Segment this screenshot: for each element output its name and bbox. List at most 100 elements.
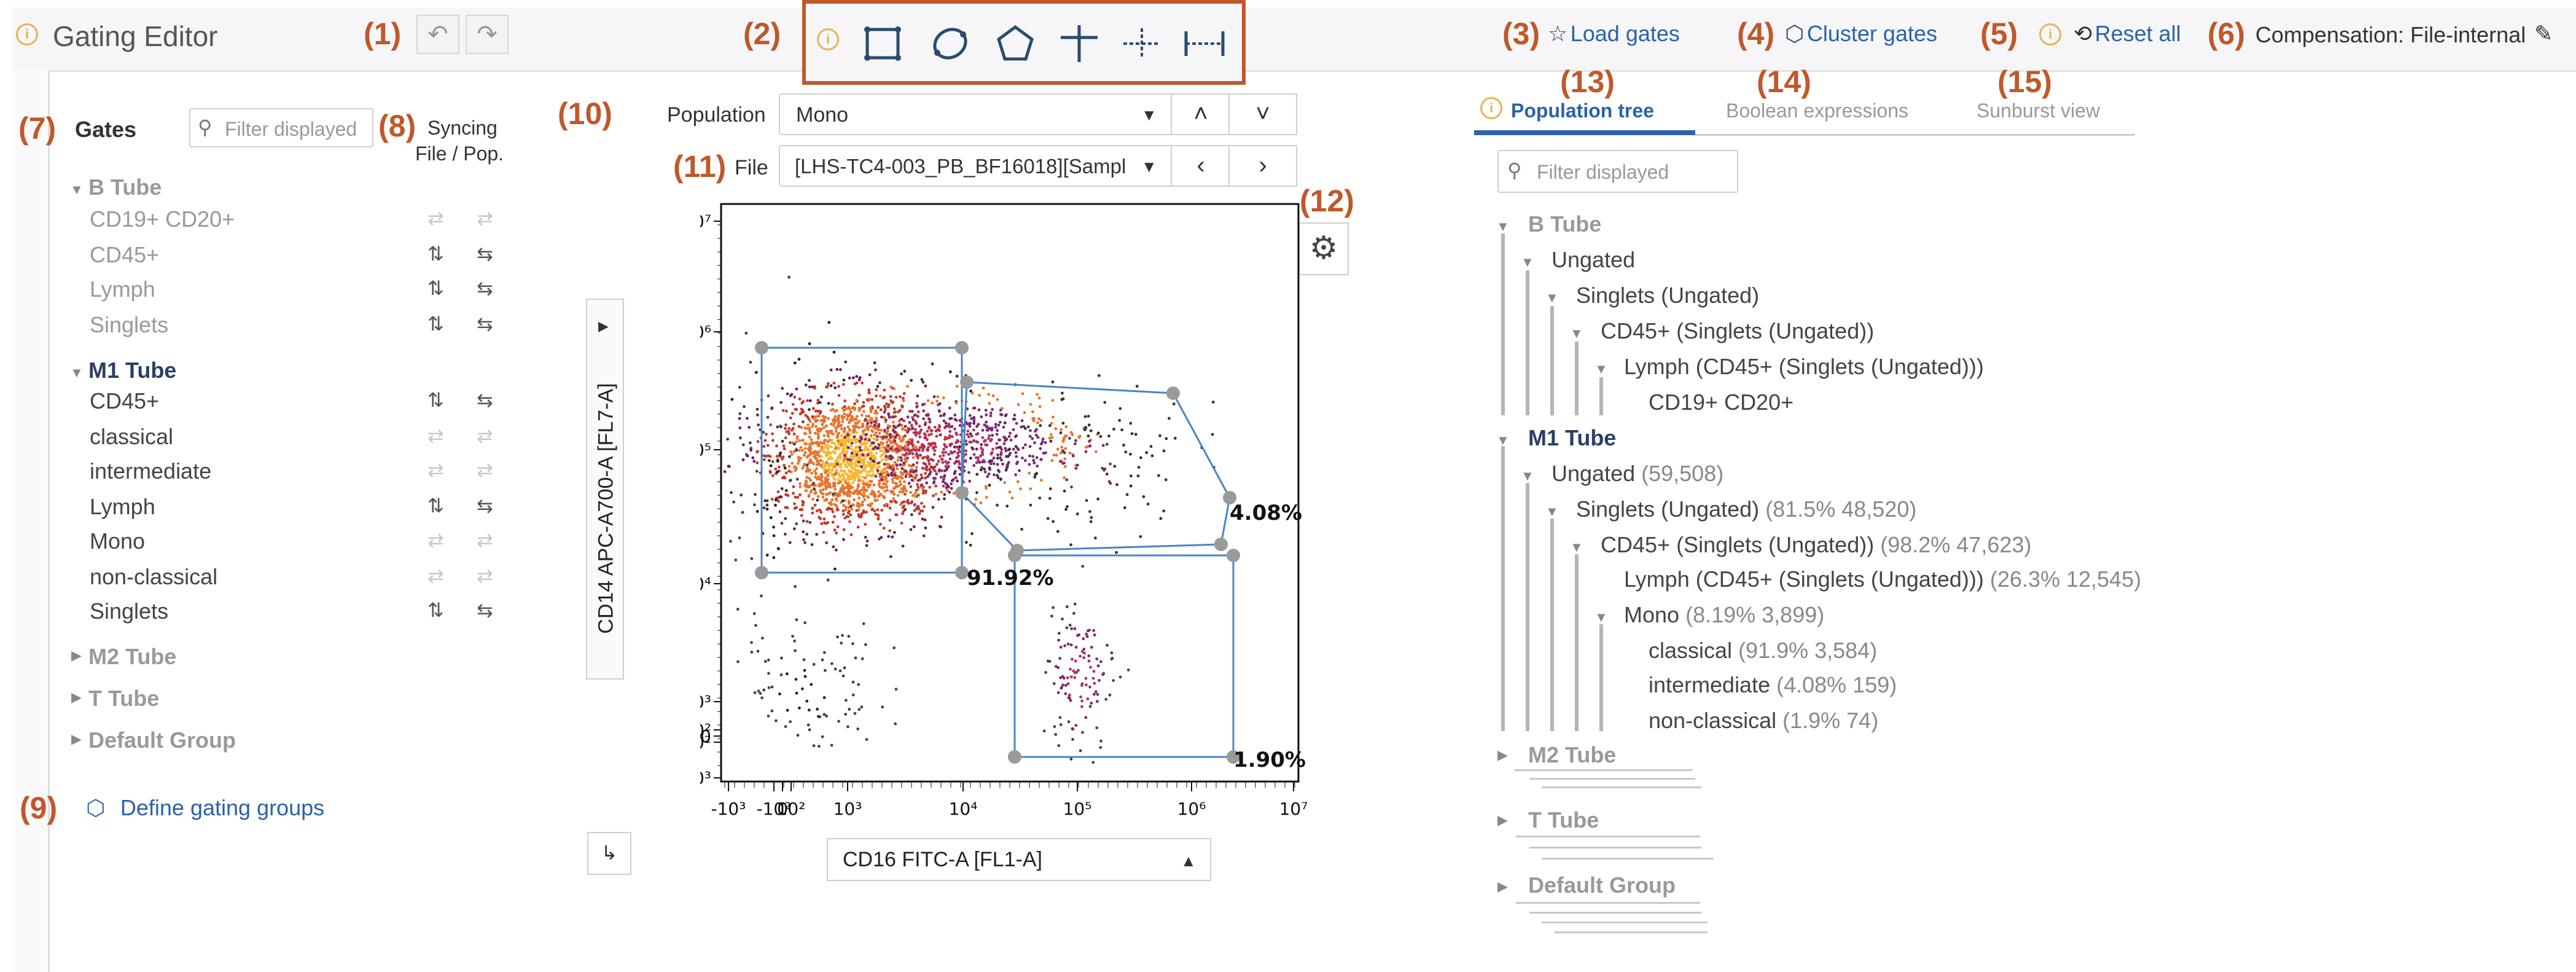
sync-file-icon[interactable]: ⇅ xyxy=(427,243,444,265)
sync-file-icon[interactable]: ⇄ xyxy=(427,425,444,447)
sync-pop-icon[interactable]: ⇄ xyxy=(477,425,493,447)
sync-pop-icon[interactable]: ⇆ xyxy=(477,277,493,299)
gate-item[interactable]: Singlets xyxy=(90,312,169,337)
gate-vertex-handle[interactable] xyxy=(955,486,969,500)
next-file-button[interactable]: › xyxy=(1228,145,1297,187)
sync-pop-icon[interactable]: ⇄ xyxy=(477,207,493,229)
split-quadrant-gate-icon[interactable] xyxy=(1120,22,1163,65)
gate-group-default[interactable]: Default Group xyxy=(88,727,236,753)
caret-right-icon[interactable]: ▶ xyxy=(71,731,82,747)
caret-right-icon[interactable]: ▶ xyxy=(71,648,82,663)
caret-down-icon[interactable]: ▼ xyxy=(1521,468,1534,484)
rectangle-gate-icon[interactable] xyxy=(861,22,904,65)
plot-settings-button[interactable]: ⚙ xyxy=(1298,222,1349,275)
sync-file-icon[interactable]: ⇄ xyxy=(427,565,444,587)
range-gate-icon[interactable] xyxy=(1183,22,1226,65)
caret-down-icon[interactable]: ▼ xyxy=(1594,361,1608,377)
tree-node[interactable]: Mono (8.19% 3,899) xyxy=(1624,602,1824,628)
gate-item[interactable]: Lymph xyxy=(90,276,155,302)
gate-item[interactable]: CD45+ xyxy=(90,242,160,267)
sync-pop-icon[interactable]: ⇆ xyxy=(477,313,493,335)
gate-vertex-handle[interactable] xyxy=(1008,549,1021,562)
tools-info-icon[interactable]: i xyxy=(817,28,839,50)
caret-down-icon[interactable]: ▼ xyxy=(1496,219,1510,234)
tree-node[interactable]: Ungated xyxy=(1551,247,1636,272)
caret-down-icon[interactable]: ▼ xyxy=(1496,433,1510,448)
gate-group-b-tube[interactable]: B Tube xyxy=(88,174,162,200)
sync-file-icon[interactable]: ⇅ xyxy=(427,389,444,411)
gate-group-m2-tube[interactable]: M2 Tube xyxy=(88,644,177,669)
caret-right-icon[interactable]: ▶ xyxy=(71,689,82,705)
x-axis-selector[interactable]: CD16 FITC-A [FL1-A] ▲ xyxy=(827,838,1211,881)
sync-file-icon[interactable]: ⇅ xyxy=(427,277,444,299)
tree-node[interactable]: Ungated (59,508) xyxy=(1551,461,1723,487)
caret-down-icon[interactable]: ▼ xyxy=(1521,254,1534,270)
gates-filter-input[interactable]: ⚲ Filter displayed xyxy=(189,108,373,147)
gate-item[interactable]: non-classical xyxy=(90,564,218,589)
gate-vertex-handle[interactable] xyxy=(1223,491,1236,504)
gate-vertex-handle[interactable] xyxy=(955,341,969,355)
tree-node[interactable]: B Tube xyxy=(1528,211,1602,237)
tree-node[interactable]: Default Group xyxy=(1528,872,1676,898)
sync-file-icon[interactable]: ⇄ xyxy=(427,529,444,551)
redo-button[interactable]: ↷ xyxy=(466,15,509,54)
undo-button[interactable]: ↶ xyxy=(416,15,459,54)
gate-item[interactable]: Lymph xyxy=(90,494,155,519)
gate-vertex-handle[interactable] xyxy=(755,341,768,355)
gate-vertex-handle[interactable] xyxy=(960,375,974,389)
gate-group-m1-tube[interactable]: M1 Tube xyxy=(88,358,177,383)
gate-vertex-handle[interactable] xyxy=(1227,750,1240,764)
gate-item[interactable]: CD19+ CD20+ xyxy=(90,206,235,232)
tab-sunburst-view[interactable]: Sunburst view xyxy=(1977,100,2100,122)
tree-node[interactable]: Singlets (Ungated) xyxy=(1576,283,1760,308)
file-select[interactable]: [LHS-TC4-003_PB_BF16018][Sample ▼ xyxy=(779,145,1173,187)
population-filter-input[interactable]: ⚲ Filter displayed xyxy=(1497,150,1738,193)
population-select[interactable]: Mono ▼ xyxy=(779,93,1173,135)
tree-node[interactable]: CD45+ (Singlets (Ungated)) xyxy=(1601,318,1875,343)
quadrant-gate-icon[interactable] xyxy=(1058,22,1101,65)
sync-file-icon[interactable]: ⇅ xyxy=(427,495,444,517)
tree-node[interactable]: M2 Tube xyxy=(1528,742,1617,767)
caret-down-icon[interactable]: ▼ xyxy=(1570,326,1583,341)
tab-boolean-expressions[interactable]: Boolean expressions xyxy=(1726,100,1909,122)
sync-pop-icon[interactable]: ⇄ xyxy=(477,459,493,481)
caret-right-icon[interactable]: ▶ xyxy=(1497,879,1508,894)
previous-population-button[interactable]: ˄ xyxy=(1171,93,1231,135)
gate-vertex-handle[interactable] xyxy=(1214,538,1228,551)
y-axis-selector[interactable]: ▶ CD14 APC-A700-A [FL7-A] xyxy=(586,299,624,680)
gates-layer[interactable] xyxy=(755,341,1240,764)
tree-node[interactable]: non-classical (1.9% 74) xyxy=(1649,708,1878,734)
sync-pop-icon[interactable]: ⇄ xyxy=(477,529,493,551)
swap-axes-button[interactable]: ↳ xyxy=(587,832,631,875)
sync-pop-icon[interactable]: ⇄ xyxy=(477,565,493,587)
ellipse-gate-icon[interactable] xyxy=(929,22,972,65)
gate-item[interactable]: classical xyxy=(90,424,174,449)
caret-down-icon[interactable]: ▼ xyxy=(70,365,84,380)
gate-item[interactable]: Singlets xyxy=(90,598,169,624)
caret-down-icon[interactable]: ▼ xyxy=(1570,539,1583,555)
sync-pop-icon[interactable]: ⇆ xyxy=(477,495,493,517)
tree-node[interactable]: CD45+ (Singlets (Ungated)) (98.2% 47,623… xyxy=(1601,532,2031,558)
gate-item[interactable]: CD45+ xyxy=(90,388,160,413)
tab-info-icon[interactable]: i xyxy=(1480,97,1502,119)
next-population-button[interactable]: ˅ xyxy=(1228,93,1297,135)
gate-item[interactable]: Mono xyxy=(90,528,146,554)
previous-file-button[interactable]: ‹ xyxy=(1171,145,1231,187)
caret-down-icon[interactable]: ▼ xyxy=(1545,290,1559,305)
sync-file-icon[interactable]: ⇅ xyxy=(427,599,444,621)
tree-node[interactable]: CD19+ CD20+ xyxy=(1649,390,1794,415)
tree-node[interactable]: intermediate (4.08% 159) xyxy=(1649,672,1897,698)
gate-vertex-handle[interactable] xyxy=(1166,386,1180,400)
gate-vertex-handle[interactable] xyxy=(755,566,768,579)
edit-pencil-icon[interactable]: ✎ xyxy=(2534,21,2553,46)
gate-item[interactable]: intermediate xyxy=(90,458,212,484)
caret-right-icon[interactable]: ▶ xyxy=(1497,747,1508,762)
caret-down-icon[interactable]: ▼ xyxy=(1545,504,1559,519)
load-gates-button[interactable]: ☆ Load gates xyxy=(1548,21,1680,47)
gate-vertex-handle[interactable] xyxy=(1008,750,1021,764)
reset-info-icon[interactable]: i xyxy=(2039,23,2061,45)
tab-population-tree[interactable]: i Population tree xyxy=(1473,96,1692,136)
define-gating-groups-button[interactable]: ⬡ Define gating groups xyxy=(86,795,324,821)
sync-file-icon[interactable]: ⇅ xyxy=(427,313,444,335)
tree-node[interactable]: Lymph (CD45+ (Singlets (Ungated))) xyxy=(1624,354,1984,379)
